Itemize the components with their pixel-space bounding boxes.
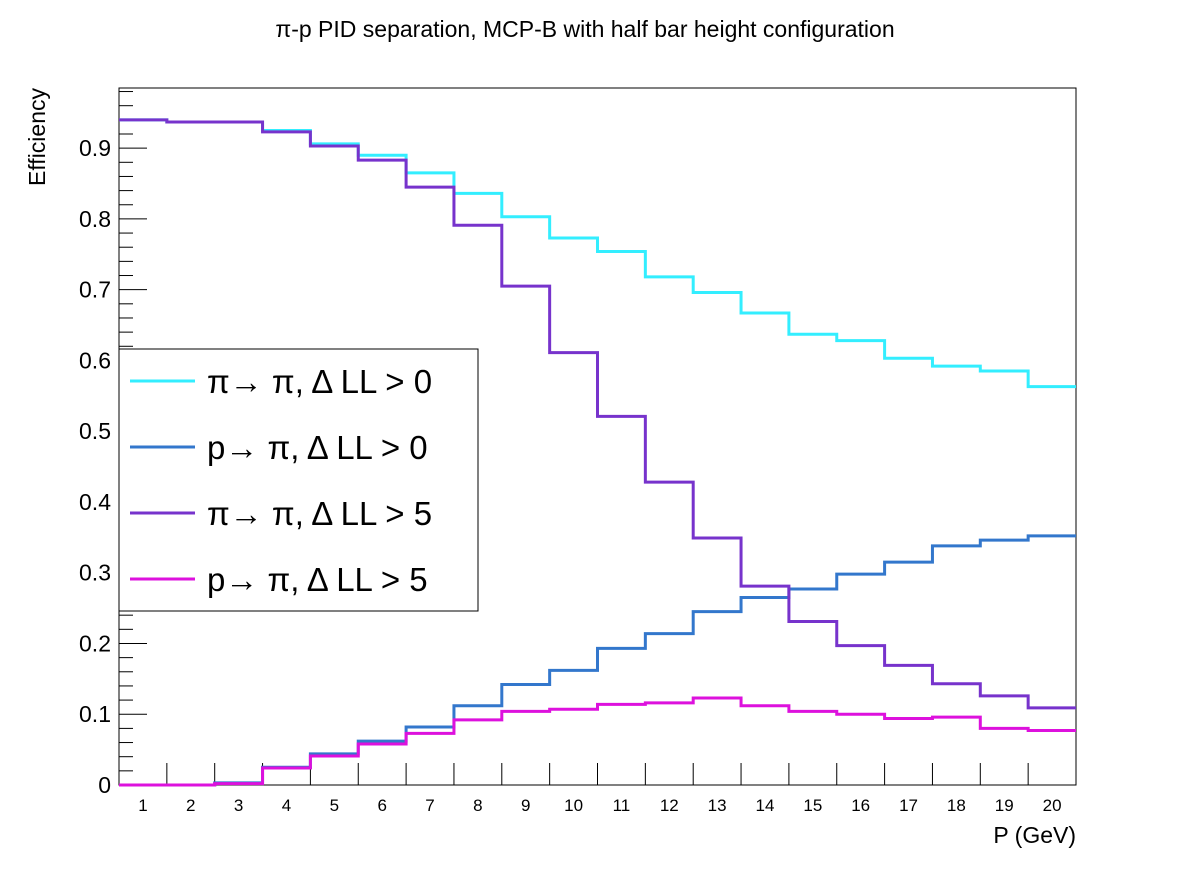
x-tick-label: 8 [473,796,482,815]
y-tick-label: 0.4 [79,489,111,515]
x-tick-label: 12 [660,796,679,815]
x-tick-label: 11 [613,796,631,815]
x-axis: 1 2 3 4 5 6 7 8 9 10 11 12 13 14 15 16 17 18 19 20 [118,763,1077,815]
x-axis-label: P (GeV) [993,822,1076,848]
x-tick-label: 5 [330,796,339,815]
y-tick-label: 0.6 [79,347,111,373]
legend-label: π→ π, Δ LL > 0 [207,363,432,400]
x-tick-label: 9 [521,796,530,815]
x-tick-label: 7 [425,796,434,815]
y-tick-label: 0.9 [79,135,111,161]
x-tick-label: 15 [803,796,822,815]
x-tick-label: 13 [708,796,727,815]
y-tick-label: 0.2 [79,630,111,656]
y-tick-label: 0.1 [79,701,111,727]
x-tick-label: 16 [851,796,870,815]
x-tick-label: 18 [947,796,966,815]
series-line-3 [119,118,1076,710]
legend-label: p→ π, Δ LL > 5 [207,561,428,598]
y-tick-label: 0.8 [79,206,111,232]
x-tick-label: 10 [564,796,583,815]
x-tick-label: 19 [995,796,1014,815]
y-tick-label: 0.3 [79,560,111,586]
y-axis-label: Efficiency [24,88,50,187]
chart-title: π-p PID separation, MCP-B with half bar … [275,16,894,42]
legend-box [118,348,479,612]
series-line-1 [119,118,1076,389]
x-tick-label: 17 [899,796,918,815]
y-tick-label: 0.7 [79,277,111,303]
series-line-4 [119,696,1076,787]
x-tick-label: 1 [138,796,147,815]
x-tick-label: 20 [1043,796,1062,815]
y-tick-label: 0 [98,772,111,798]
legend-label: p→ π, Δ LL > 0 [207,429,428,466]
x-tick-label: 3 [234,796,243,815]
legend: π→ π, Δ LL > 0 p→ π, Δ LL > 0 π→ π, Δ LL >… [118,348,479,612]
x-tick-label: 6 [377,796,386,815]
legend-label: π→ π, Δ LL > 5 [207,495,432,532]
x-tick-label: 4 [282,796,291,815]
y-tick-label: 0.5 [79,418,111,444]
x-tick-label: 2 [186,796,195,815]
x-tick-label: 14 [756,796,775,815]
series-layer [119,118,1076,787]
